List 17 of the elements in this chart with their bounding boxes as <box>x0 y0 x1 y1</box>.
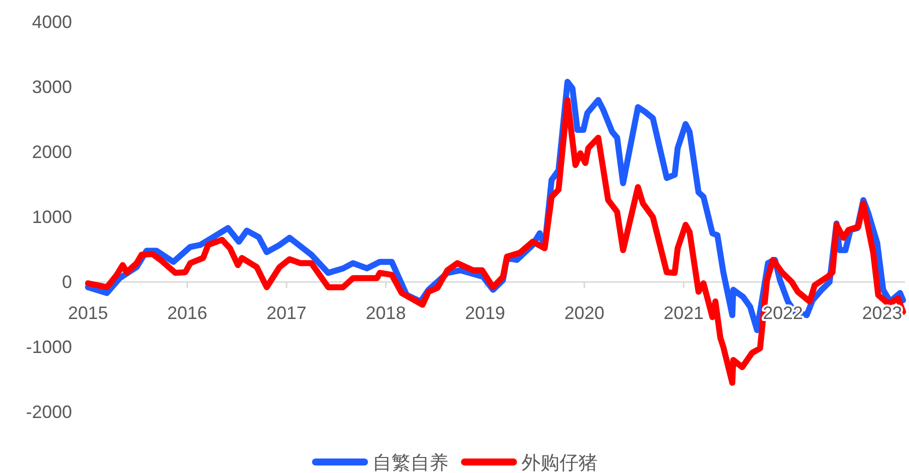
y-tick-label: 3000 <box>32 77 72 97</box>
y-tick-label: 1000 <box>32 207 72 227</box>
x-tick-label: 2018 <box>366 303 406 323</box>
x-tick-label: 2019 <box>465 303 506 323</box>
legend-label: 外购仔猪 <box>522 453 598 473</box>
y-tick-label: -1000 <box>26 337 72 357</box>
x-tick-label: 2021 <box>664 303 704 323</box>
y-tick-label: 4000 <box>32 12 72 32</box>
x-tick-label: 2020 <box>564 303 604 323</box>
legend-label: 自繁自养 <box>372 452 448 473</box>
x-tick-label: 2017 <box>266 303 307 323</box>
y-tick-label: -2000 <box>26 402 72 422</box>
x-tick-label: 2015 <box>68 303 108 323</box>
y-tick-label: 0 <box>62 272 72 292</box>
x-tick-label: 2023 <box>862 303 902 323</box>
y-tick-label: 2000 <box>32 142 72 162</box>
x-tick-label: 2016 <box>167 303 208 323</box>
